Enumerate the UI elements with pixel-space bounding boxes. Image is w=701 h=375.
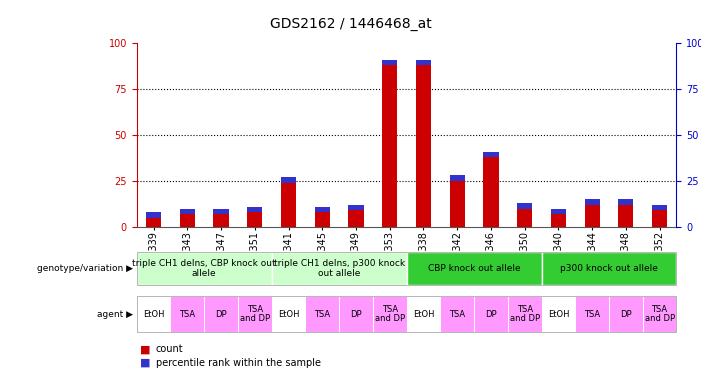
Text: p300 knock out allele: p300 knock out allele	[560, 264, 658, 273]
Text: TSA: TSA	[314, 310, 330, 319]
Bar	[348, 205, 364, 227]
Text: TSA
and DP: TSA and DP	[510, 305, 540, 323]
Text: CBP knock out allele: CBP knock out allele	[428, 264, 520, 273]
Bar	[179, 209, 195, 227]
Text: EtOH: EtOH	[413, 310, 434, 319]
Bar	[652, 205, 667, 210]
Text: percentile rank within the sample: percentile rank within the sample	[156, 358, 320, 368]
Text: DP: DP	[350, 310, 362, 319]
Text: TSA
and DP: TSA and DP	[644, 305, 674, 323]
Bar	[551, 209, 566, 214]
Bar	[517, 203, 532, 208]
Bar	[213, 209, 229, 227]
Text: EtOH: EtOH	[143, 310, 164, 319]
Bar	[449, 176, 465, 227]
Text: ■: ■	[140, 345, 151, 354]
Text: TSA: TSA	[449, 310, 465, 319]
Text: TSA: TSA	[179, 310, 196, 319]
Bar	[315, 207, 330, 212]
Bar	[315, 207, 330, 227]
Bar	[281, 177, 296, 227]
Bar	[382, 60, 397, 65]
Bar	[416, 60, 431, 227]
Text: GDS2162 / 1446468_at: GDS2162 / 1446468_at	[270, 17, 431, 31]
Text: TSA
and DP: TSA and DP	[374, 305, 404, 323]
Bar	[281, 177, 296, 183]
Bar	[146, 212, 161, 217]
Bar	[483, 152, 498, 157]
Bar	[247, 207, 262, 227]
Bar	[247, 207, 262, 212]
Bar	[483, 152, 498, 227]
Bar	[416, 60, 431, 65]
Bar	[179, 209, 195, 214]
Text: agent ▶: agent ▶	[97, 310, 133, 319]
Bar	[146, 212, 161, 227]
Bar	[517, 203, 532, 227]
Text: TSA
and DP: TSA and DP	[240, 305, 270, 323]
Text: ■: ■	[140, 358, 151, 368]
Text: triple CH1 delns, CBP knock out
allele: triple CH1 delns, CBP knock out allele	[132, 259, 276, 278]
Text: EtOH: EtOH	[547, 310, 569, 319]
Bar	[449, 176, 465, 181]
Text: genotype/variation ▶: genotype/variation ▶	[37, 264, 133, 273]
Bar	[585, 200, 600, 227]
Text: DP: DP	[215, 310, 227, 319]
Text: TSA: TSA	[584, 310, 600, 319]
Text: EtOH: EtOH	[278, 310, 299, 319]
Text: triple CH1 delns, p300 knock
out allele: triple CH1 delns, p300 knock out allele	[273, 259, 404, 278]
Text: count: count	[156, 345, 183, 354]
Bar	[348, 205, 364, 210]
Bar	[213, 209, 229, 214]
Bar	[618, 200, 634, 205]
Text: DP: DP	[620, 310, 632, 319]
Bar	[551, 209, 566, 227]
Bar	[652, 205, 667, 227]
Bar	[585, 200, 600, 205]
Bar	[382, 60, 397, 227]
Bar	[618, 200, 634, 227]
Text: DP: DP	[485, 310, 497, 319]
